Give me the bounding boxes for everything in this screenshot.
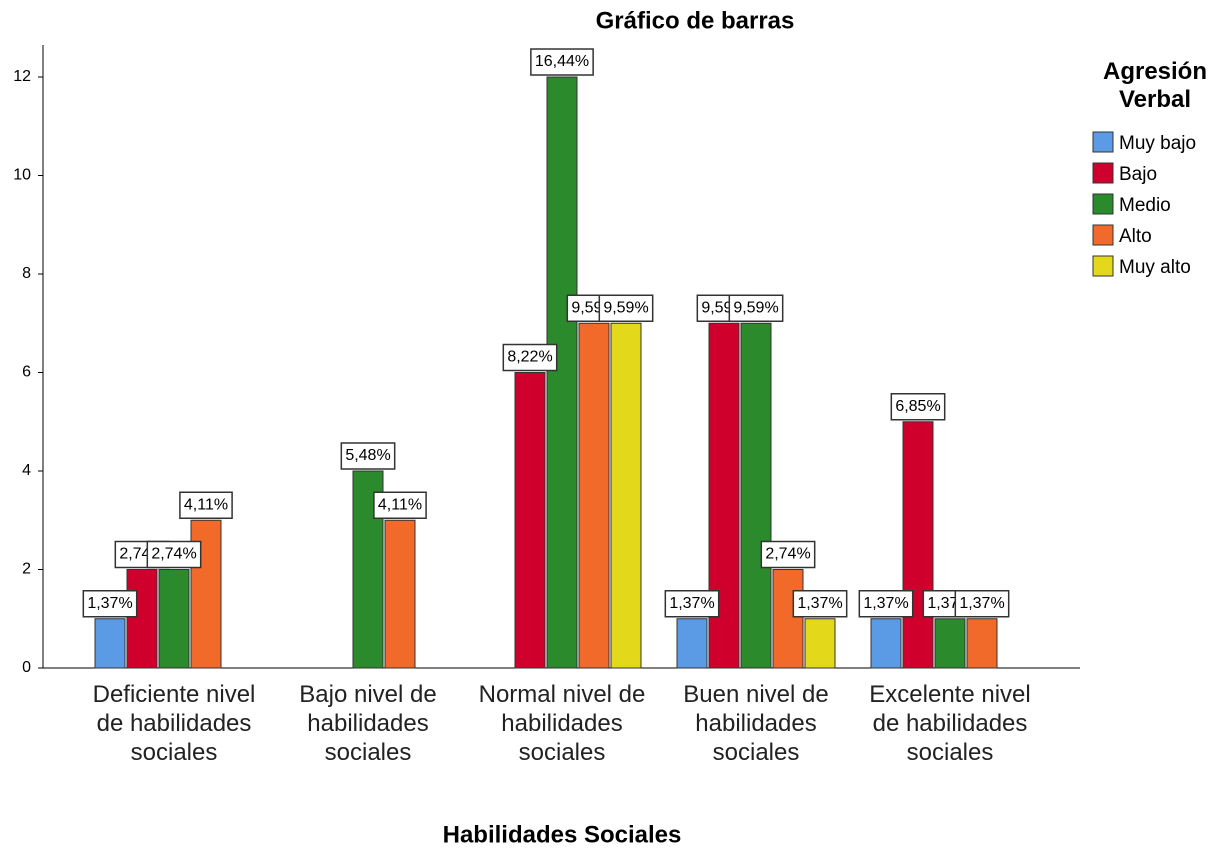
value-label-box — [954, 590, 1010, 618]
bar — [676, 618, 708, 669]
value-label: 1,37% — [959, 595, 1004, 612]
legend-label: Muy bajo — [1119, 133, 1196, 154]
value-label: 16,44% — [535, 53, 589, 70]
bar — [126, 569, 158, 669]
bar — [610, 322, 642, 669]
bar — [934, 618, 966, 669]
value-label: 1,37% — [863, 595, 908, 612]
x-tick-label: Bajo nivel de habilidades sociales — [299, 681, 437, 766]
bar — [870, 618, 902, 669]
value-label-box — [728, 294, 784, 323]
bar — [546, 76, 578, 669]
legend-swatch — [1092, 193, 1114, 215]
value-label: 9,59% — [733, 299, 778, 316]
value-label: 4,11% — [378, 496, 422, 513]
y-tick-label: 2 — [22, 561, 31, 578]
value-label: 1,37% — [87, 595, 132, 612]
y-tick-label: 6 — [22, 364, 31, 381]
value-label: 1,37% — [669, 595, 714, 612]
value-label-box — [340, 442, 396, 470]
value-label-box — [373, 491, 427, 520]
x-tick-label: Normal nivel de habilidades sociales — [478, 681, 646, 766]
y-tick-label: 12 — [13, 68, 31, 85]
x-tick-label: Excelente nivel de habilidades sociales — [869, 681, 1031, 766]
value-label: 4,11% — [184, 496, 228, 513]
bar — [94, 618, 126, 669]
y-tick-label: 0 — [22, 659, 31, 676]
legend-label: Bajo — [1119, 164, 1157, 185]
bar — [966, 618, 998, 669]
value-label-box — [82, 590, 138, 618]
legend-swatch — [1092, 162, 1114, 184]
y-tick-label: 4 — [22, 462, 31, 479]
bar — [804, 618, 836, 669]
value-label-box — [890, 393, 946, 421]
legend-swatch — [1092, 255, 1114, 277]
chart-title: Gráfico de barras — [596, 7, 795, 34]
bar — [158, 569, 190, 669]
bar — [384, 519, 416, 669]
value-label: 5,48% — [345, 447, 390, 464]
legend-title: Agresión Verbal — [1102, 58, 1207, 113]
value-label-box — [792, 590, 848, 618]
value-label-box — [146, 540, 202, 569]
legend-swatch — [1092, 131, 1114, 153]
legend-label: Muy alto — [1119, 257, 1191, 278]
value-label: 2,74% — [151, 546, 196, 563]
x-axis-label: Habilidades Sociales — [443, 821, 682, 848]
value-label: 6,85% — [895, 398, 940, 415]
value-label-box — [530, 48, 594, 76]
bar — [902, 421, 934, 669]
value-label-box — [598, 294, 654, 323]
y-tick-label: 8 — [22, 265, 31, 282]
bar — [740, 322, 772, 669]
value-label-box — [179, 491, 233, 520]
legend-label: Alto — [1119, 226, 1152, 247]
legend-label: Medio — [1119, 195, 1171, 216]
value-label-box — [760, 540, 816, 569]
x-tick-label: Deficiente nivel de habilidades sociales — [92, 681, 256, 766]
value-label: 9,59% — [603, 299, 648, 316]
value-label-box — [664, 590, 720, 618]
bar — [772, 569, 804, 669]
bar — [514, 372, 546, 669]
value-label-box — [502, 343, 558, 372]
value-label: 8,22% — [507, 349, 552, 366]
x-tick-label: Buen nivel de habilidades sociales — [683, 681, 829, 766]
value-label-box — [858, 590, 914, 618]
legend-swatch — [1092, 224, 1114, 246]
value-label: 1,37% — [797, 595, 842, 612]
bar — [578, 322, 610, 669]
y-tick-label: 10 — [13, 167, 31, 184]
value-label: 2,74% — [765, 546, 810, 563]
